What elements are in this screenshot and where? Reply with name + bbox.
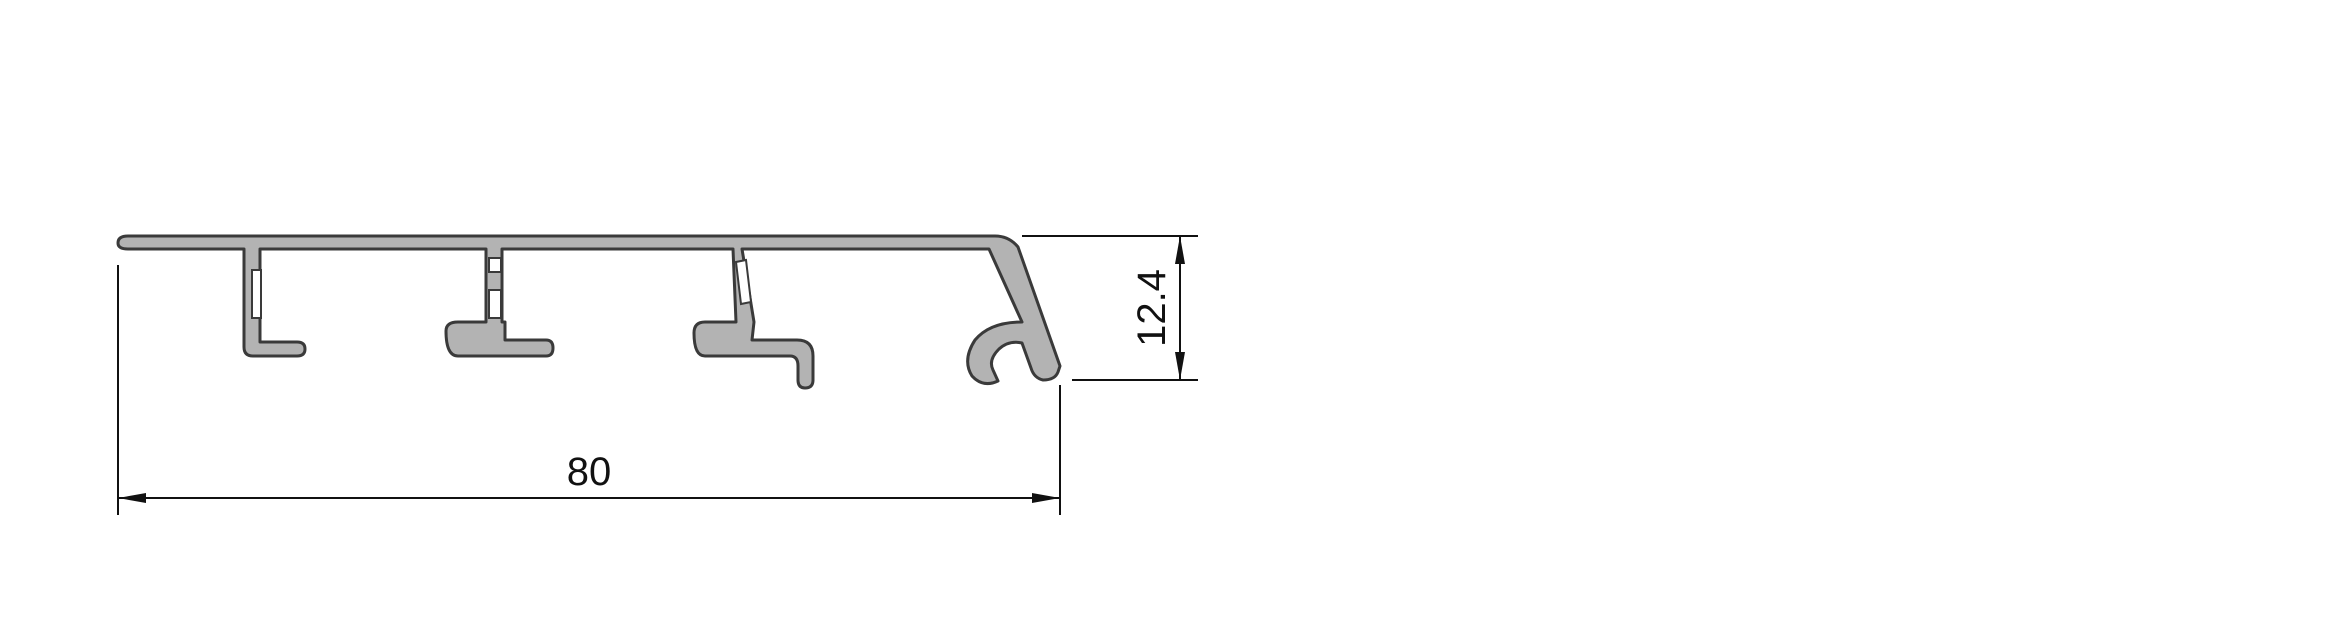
insert-slot-middle-lower — [488, 289, 502, 319]
insert-slot-left — [251, 269, 262, 319]
profile-cross-section — [116, 234, 1062, 390]
height-arrow-top — [1175, 236, 1185, 264]
height-arrow-bottom — [1175, 352, 1185, 380]
width-arrow-left — [118, 493, 146, 503]
insert-slot-middle-upper — [488, 257, 502, 273]
height-dimension-label: 12.4 — [1130, 269, 1174, 347]
width-dimension: 80 — [117, 265, 1061, 515]
width-arrow-right — [1032, 493, 1060, 503]
width-dimension-label: 80 — [567, 450, 612, 494]
profile-body — [116, 234, 1062, 390]
insert-slot-right — [734, 258, 753, 306]
height-dimension: 12.4 — [1022, 235, 1198, 381]
